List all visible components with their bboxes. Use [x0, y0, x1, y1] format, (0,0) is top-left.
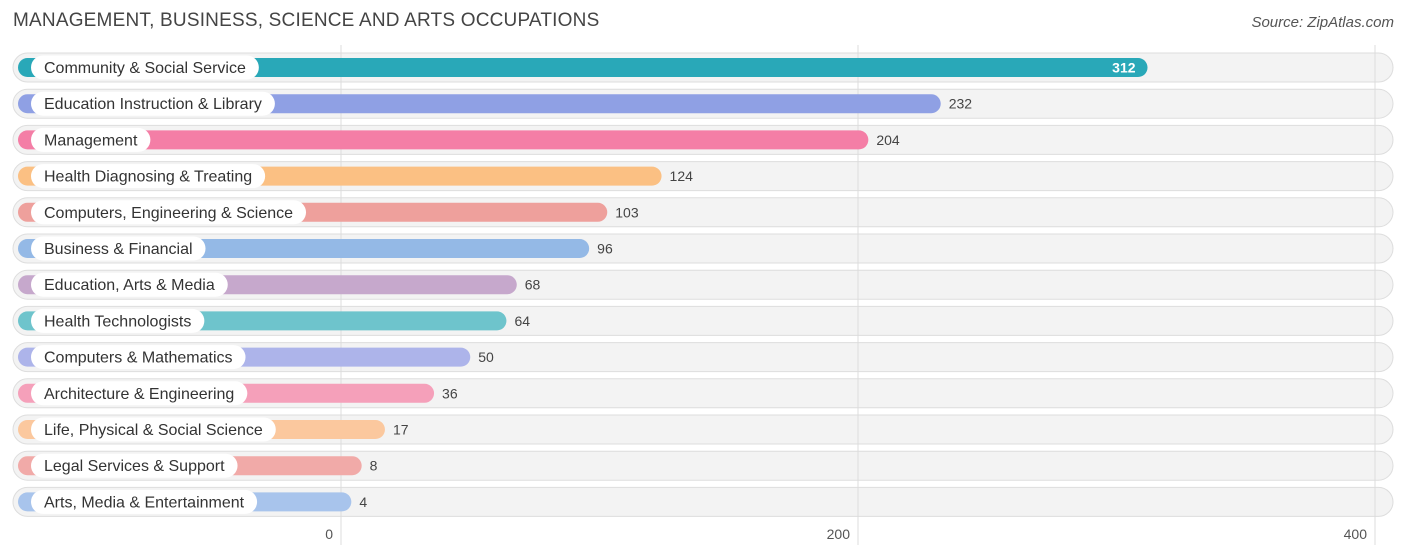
category-label: Management [44, 132, 138, 149]
category-label-pill [31, 55, 259, 80]
row-track [12, 486, 1394, 517]
category-label: Arts, Media & Entertainment [44, 494, 245, 511]
value-label: 232 [949, 96, 973, 112]
category-label-pill [31, 489, 258, 514]
value-label: 96 [597, 241, 613, 257]
category-label: Computers, Engineering & Science [44, 205, 293, 222]
value-label: 8 [370, 458, 378, 474]
category-label: Computers & Mathematics [44, 350, 233, 367]
category-label: Legal Services & Support [44, 458, 225, 475]
category-label-pill [31, 381, 248, 406]
x-tick-label: 0 [325, 526, 333, 542]
value-label: 204 [876, 132, 900, 148]
chart-title: MANAGEMENT, BUSINESS, SCIENCE AND ARTS O… [13, 10, 600, 31]
value-label: 64 [514, 313, 530, 329]
category-label: Health Technologists [44, 313, 191, 330]
x-tick-label: 200 [827, 526, 851, 542]
source-label: Source: ZipAtlas.com [1251, 14, 1394, 31]
category-label: Business & Financial [44, 241, 193, 258]
x-tick-label: 400 [1344, 526, 1368, 542]
category-label-pill [31, 236, 206, 261]
value-label: 4 [359, 494, 367, 510]
value-label: 50 [478, 349, 494, 365]
value-label: 103 [615, 204, 639, 220]
value-label: 312 [1112, 60, 1136, 76]
category-label-pill [31, 272, 228, 297]
bar [18, 130, 869, 150]
category-label: Community & Social Service [44, 60, 246, 77]
value-label: 36 [442, 385, 458, 401]
category-label-pill [31, 164, 266, 189]
category-label-pill [31, 200, 307, 225]
category-label: Architecture & Engineering [44, 386, 234, 403]
category-label-pill [31, 417, 276, 442]
value-label: 17 [393, 422, 409, 438]
category-label: Education, Arts & Media [44, 277, 215, 294]
category-label-pill [31, 91, 275, 116]
category-label: Health Diagnosing & Treating [44, 169, 252, 186]
value-label: 68 [525, 277, 541, 293]
category-label: Life, Physical & Social Science [44, 422, 263, 439]
bar [18, 58, 1148, 77]
category-label-pill [31, 127, 151, 152]
category-label-pill [31, 453, 238, 478]
value-label: 124 [670, 168, 694, 184]
category-label: Education Instruction & Library [44, 96, 262, 113]
category-label-pill [31, 308, 205, 333]
category-label-pill [31, 345, 246, 370]
